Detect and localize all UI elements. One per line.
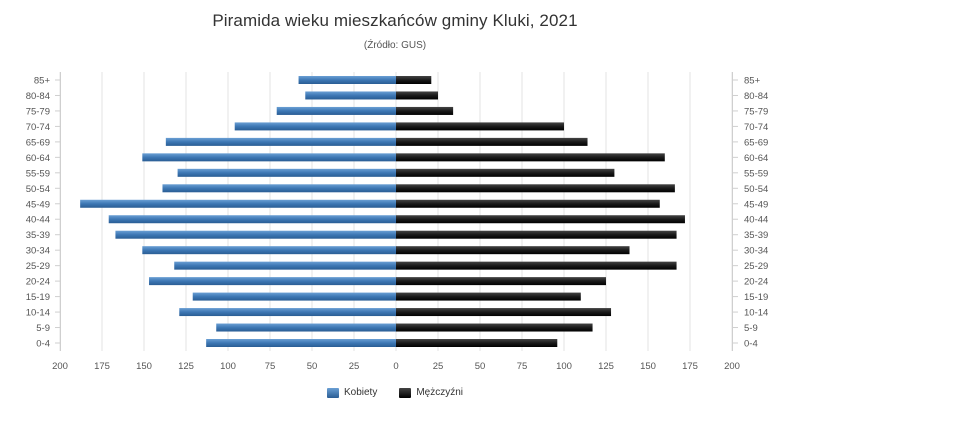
y-tick-label-left: 25-29 xyxy=(26,261,50,272)
y-tick-label-right: 55-59 xyxy=(744,168,768,179)
y-tick-label-left: 40-44 xyxy=(26,215,50,226)
bar-mezczyzni[interactable] xyxy=(396,261,677,270)
chart-legend: Kobiety Mężczyźni xyxy=(0,387,790,398)
y-tick-label-right: 15-19 xyxy=(744,292,768,303)
x-tick-label: 150 xyxy=(136,361,152,372)
bar-kobiety[interactable] xyxy=(216,323,396,332)
y-tick-label-right: 0-4 xyxy=(744,339,758,350)
y-tick-label-left: 30-34 xyxy=(26,246,50,257)
y-tick-label-left: 35-39 xyxy=(26,230,50,241)
bar-kobiety[interactable] xyxy=(162,184,396,193)
y-tick-label-left: 85+ xyxy=(34,76,51,87)
x-tick-label: 75 xyxy=(265,361,276,372)
x-tick-label: 175 xyxy=(94,361,110,372)
y-tick-label-left: 0-4 xyxy=(36,339,50,350)
x-tick-label: 200 xyxy=(724,361,740,372)
bar-kobiety[interactable] xyxy=(206,339,396,347)
bar-kobiety[interactable] xyxy=(142,153,396,162)
y-tick-label-right: 80-84 xyxy=(744,91,768,102)
y-tick-label-left: 45-49 xyxy=(26,199,50,210)
bar-kobiety[interactable] xyxy=(276,106,396,115)
x-tick-label: 0 xyxy=(393,361,398,372)
bar-kobiety[interactable] xyxy=(179,308,396,317)
y-tick-label-right: 50-54 xyxy=(744,184,768,195)
y-tick-label-left: 60-64 xyxy=(26,153,50,164)
bar-mezczyzni[interactable] xyxy=(396,292,581,301)
bar-mezczyzni[interactable] xyxy=(396,339,558,347)
y-tick-label-right: 20-24 xyxy=(744,277,768,288)
legend-item-kobiety[interactable]: Kobiety xyxy=(326,387,378,398)
y-tick-label-right: 25-29 xyxy=(744,261,768,272)
bar-mezczyzni[interactable] xyxy=(396,246,630,255)
bar-mezczyzni[interactable] xyxy=(396,215,685,224)
legend-label-kobiety: Kobiety xyxy=(343,387,378,398)
bar-mezczyzni[interactable] xyxy=(396,76,432,84)
x-tick-label: 75 xyxy=(517,361,528,372)
bar-kobiety[interactable] xyxy=(174,261,396,270)
bar-mezczyzni[interactable] xyxy=(396,106,454,115)
bar-kobiety[interactable] xyxy=(298,76,396,84)
bar-mezczyzni[interactable] xyxy=(396,230,677,239)
chart-subtitle: (Źródło: GUS) xyxy=(363,40,427,51)
y-tick-label-right: 70-74 xyxy=(744,122,768,133)
bar-kobiety[interactable] xyxy=(149,277,396,286)
legend-label-mezczyzni: Mężczyźni xyxy=(416,387,464,398)
y-tick-label-right: 35-39 xyxy=(744,230,768,241)
bar-mezczyzni[interactable] xyxy=(396,323,593,332)
y-tick-label-right: 40-44 xyxy=(744,215,768,226)
bar-mezczyzni[interactable] xyxy=(396,184,675,193)
y-tick-label-right: 30-34 xyxy=(744,246,768,257)
legend-swatch-mezczyzni xyxy=(399,387,412,398)
bar-kobiety[interactable] xyxy=(234,122,396,131)
bar-kobiety[interactable] xyxy=(80,199,396,208)
legend-swatch-kobiety xyxy=(326,387,339,398)
x-tick-label: 50 xyxy=(475,361,486,372)
bar-kobiety[interactable] xyxy=(165,137,396,146)
bar-mezczyzni[interactable] xyxy=(396,308,612,317)
bar-mezczyzni[interactable] xyxy=(396,277,606,286)
y-tick-label-left: 20-24 xyxy=(26,277,50,288)
y-tick-label-left: 15-19 xyxy=(26,292,50,303)
x-tick-label: 50 xyxy=(307,361,318,372)
legend-item-mezczyzni[interactable]: Mężczyźni xyxy=(399,387,463,398)
y-tick-label-right: 60-64 xyxy=(744,153,768,164)
x-tick-label: 125 xyxy=(598,361,614,372)
y-tick-label-left: 50-54 xyxy=(26,184,50,195)
bar-kobiety[interactable] xyxy=(305,91,396,100)
x-tick-label: 175 xyxy=(682,361,698,372)
x-tick-label: 25 xyxy=(433,361,444,372)
bar-mezczyzni[interactable] xyxy=(396,91,438,100)
bar-mezczyzni[interactable] xyxy=(396,168,615,177)
y-tick-label-right: 5-9 xyxy=(744,323,758,334)
bar-kobiety[interactable] xyxy=(108,215,396,224)
y-tick-label-left: 5-9 xyxy=(36,323,50,334)
bar-mezczyzni[interactable] xyxy=(396,122,564,131)
x-tick-label: 150 xyxy=(640,361,656,372)
y-tick-label-left: 10-14 xyxy=(26,308,50,319)
x-tick-label: 25 xyxy=(349,361,360,372)
x-tick-label: 125 xyxy=(178,361,194,372)
bar-kobiety[interactable] xyxy=(142,246,396,255)
bar-kobiety[interactable] xyxy=(115,230,396,239)
y-tick-label-right: 65-69 xyxy=(744,137,768,148)
bar-mezczyzni[interactable] xyxy=(396,137,588,146)
bar-kobiety[interactable] xyxy=(192,292,396,301)
y-tick-label-right: 85+ xyxy=(744,76,761,87)
bar-mezczyzni[interactable] xyxy=(396,199,660,208)
chart-title: Piramida wieku mieszkańców gminy Kluki, … xyxy=(212,11,578,30)
y-tick-label-right: 45-49 xyxy=(744,199,768,210)
bar-kobiety[interactable] xyxy=(177,168,396,177)
y-tick-label-left: 55-59 xyxy=(26,168,50,179)
x-tick-label: 200 xyxy=(52,361,68,372)
y-tick-label-right: 10-14 xyxy=(744,308,768,319)
bar-mezczyzni[interactable] xyxy=(396,153,665,162)
y-tick-label-left: 75-79 xyxy=(26,106,50,117)
x-tick-label: 100 xyxy=(220,361,236,372)
x-tick-label: 100 xyxy=(556,361,572,372)
y-tick-label-right: 75-79 xyxy=(744,106,768,117)
y-tick-label-left: 80-84 xyxy=(26,91,50,102)
y-tick-label-left: 70-74 xyxy=(26,122,50,133)
y-tick-label-left: 65-69 xyxy=(26,137,50,148)
